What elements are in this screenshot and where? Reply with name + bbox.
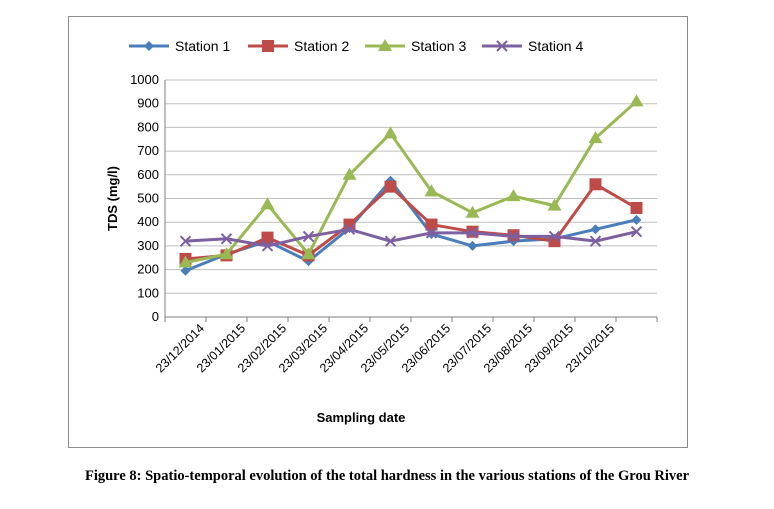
data-point-station-2 xyxy=(384,180,397,193)
legend-marker xyxy=(378,39,392,51)
data-point-station-3 xyxy=(178,255,193,268)
series-line-station-1 xyxy=(184,179,637,273)
y-tick-label: 700 xyxy=(137,143,159,158)
data-point-station-4 xyxy=(220,233,233,245)
data-point-station-4 xyxy=(425,227,438,239)
data-point-station-2 xyxy=(630,201,643,214)
data-point-station-4 xyxy=(466,227,479,239)
data-point-station-1 xyxy=(590,224,601,235)
figure-caption: Figure 8: Spatio-temporal evolution of t… xyxy=(84,468,689,484)
y-tick-label: 800 xyxy=(137,119,159,134)
legend-label: Station 4 xyxy=(528,38,583,54)
legend-label: Station 1 xyxy=(175,38,230,54)
y-axis-title: TDS (mg/l) xyxy=(105,166,120,231)
data-point-station-3 xyxy=(506,189,521,202)
data-point-station-4 xyxy=(261,240,274,252)
line-chart: 0100200300400500600700800900100023/12/20… xyxy=(105,38,658,425)
x-axis-title: Sampling date xyxy=(317,410,406,425)
data-point-station-2 xyxy=(261,231,274,244)
data-point-station-1 xyxy=(467,240,478,251)
data-point-station-4 xyxy=(343,223,356,236)
legend-label: Station 3 xyxy=(411,38,466,54)
data-point-station-4 xyxy=(179,235,192,247)
data-point-station-4 xyxy=(630,225,643,238)
y-tick-label: 200 xyxy=(137,262,159,277)
y-tick-label: 0 xyxy=(152,309,159,324)
legend-marker xyxy=(144,41,154,51)
y-tick-label: 300 xyxy=(137,238,159,253)
data-point-station-1 xyxy=(180,265,191,276)
data-point-station-3 xyxy=(588,131,603,144)
data-point-station-1 xyxy=(631,214,642,225)
data-point-station-4 xyxy=(384,235,397,247)
data-point-station-3 xyxy=(424,184,439,197)
data-point-station-4 xyxy=(589,235,602,247)
legend-marker xyxy=(262,40,274,52)
y-tick-label: 100 xyxy=(137,285,159,300)
series-line-station-3 xyxy=(185,100,638,264)
data-point-station-4 xyxy=(302,230,315,243)
data-point-station-3 xyxy=(219,247,234,260)
y-tick-label: 500 xyxy=(137,191,159,206)
data-point-station-4 xyxy=(548,230,561,243)
legend-label: Station 2 xyxy=(294,38,349,54)
legend-marker xyxy=(496,40,508,52)
data-point-station-3 xyxy=(342,167,357,180)
chart-area: 0 100 200 300 400 500 600 700 800 900 1000 23/12/20… xyxy=(68,16,688,448)
y-tick-label: 1000 xyxy=(130,72,159,87)
data-point-station-3 xyxy=(301,247,316,260)
data-point-station-3 xyxy=(383,126,398,139)
data-point-station-3 xyxy=(465,205,480,218)
data-point-station-3 xyxy=(260,197,275,210)
data-point-station-3 xyxy=(629,94,644,107)
data-point-station-2 xyxy=(425,218,438,231)
data-point-station-3 xyxy=(547,198,562,211)
series-line-station-4 xyxy=(185,227,637,248)
data-point-station-2 xyxy=(589,178,602,191)
y-tick-label: 900 xyxy=(137,96,159,111)
series-line-station-2 xyxy=(185,182,638,261)
y-tick-label: 600 xyxy=(137,167,159,182)
data-point-station-4 xyxy=(507,230,520,243)
y-tick-label: 400 xyxy=(137,214,159,229)
